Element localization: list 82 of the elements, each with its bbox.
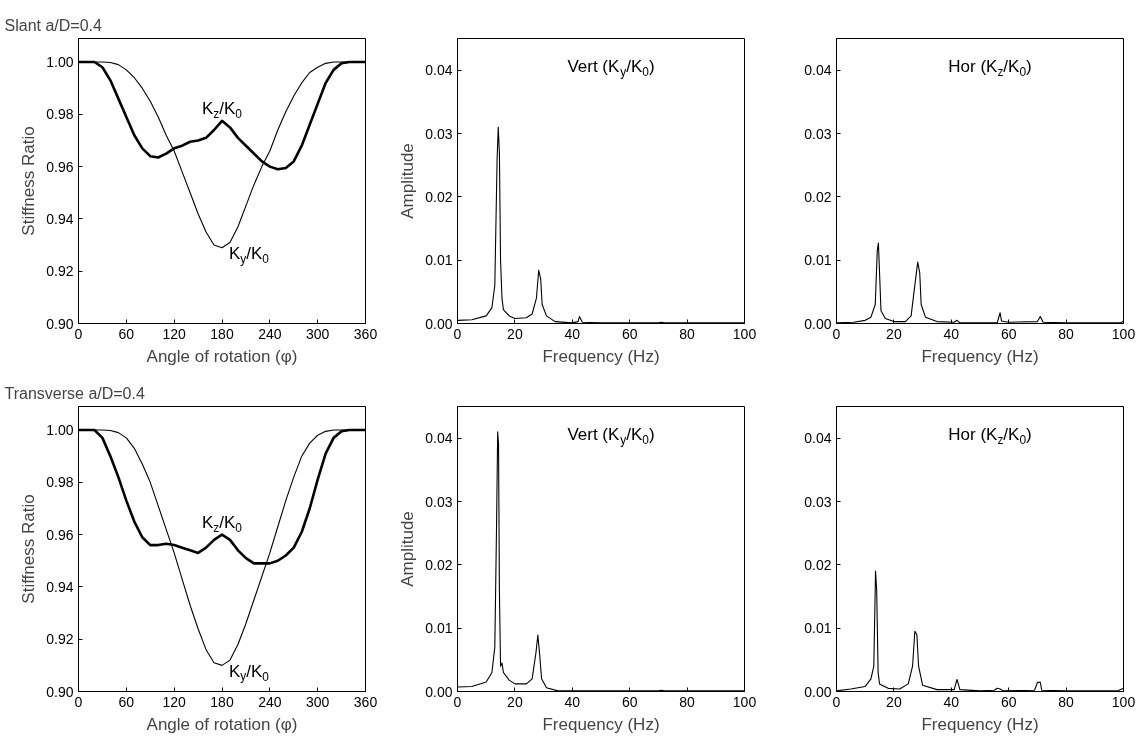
- y-tick-label: 0.90: [46, 315, 74, 332]
- y-tick-label: 0.02: [804, 556, 832, 573]
- x-axis-title: Frequency (Hz): [542, 346, 660, 366]
- y-tick-label: 0.02: [425, 188, 453, 205]
- x-tick-label: 240: [258, 693, 282, 710]
- x-tick-label: 100: [1111, 693, 1136, 710]
- y-tick-label: 0.04: [425, 430, 453, 447]
- x-tick-label: 0: [832, 325, 841, 342]
- x-tick-label: 60: [1000, 325, 1017, 342]
- y-tick-label: 0.00: [804, 683, 832, 700]
- y-tick-label: 0.98: [46, 106, 74, 123]
- x-tick-label: 20: [507, 693, 523, 710]
- y-tick-label: 0.96: [46, 526, 74, 543]
- y-tick-label: 0.00: [425, 683, 453, 700]
- y-tick-label: 0.96: [46, 158, 74, 175]
- x-tick-label: 360: [353, 693, 378, 710]
- y-tick-label: 0.92: [46, 263, 74, 280]
- y-tick-label: 0.01: [804, 620, 832, 637]
- y-tick-label: 0.94: [46, 578, 74, 595]
- x-tick-label: 20: [507, 325, 523, 342]
- y-tick-label: 0.92: [46, 631, 74, 648]
- y-tick-label: 0.04: [804, 430, 832, 447]
- y-tick-label: 1.00: [46, 422, 74, 439]
- y-tick-label: 0.00: [804, 315, 832, 332]
- x-axis-title: Angle of rotation (φ): [146, 714, 298, 734]
- x-tick-label: 80: [1058, 325, 1075, 342]
- y-tick-label: 1.00: [46, 54, 74, 71]
- x-tick-label: 120: [162, 693, 187, 710]
- x-tick-label: 80: [679, 325, 696, 342]
- y-tick-label: 0.94: [46, 210, 74, 227]
- y-axis-title: Stiffness Ratio: [19, 126, 39, 236]
- x-tick-label: 240: [258, 325, 282, 342]
- y-tick-label: 0.03: [804, 493, 832, 510]
- x-tick-label: 100: [732, 325, 757, 342]
- x-axis-title: Frequency (Hz): [921, 346, 1039, 366]
- x-tick-label: 0: [74, 325, 83, 342]
- x-tick-label: 120: [162, 325, 187, 342]
- y-tick-label: 0.03: [804, 125, 832, 142]
- x-tick-label: 180: [210, 693, 234, 710]
- x-tick-label: 20: [886, 693, 902, 710]
- y-axis-title: Stiffness Ratio: [19, 494, 39, 604]
- y-tick-label: 0.01: [804, 252, 832, 269]
- x-tick-label: 0: [74, 693, 83, 710]
- x-tick-label: 100: [1111, 325, 1136, 342]
- x-tick-label: 300: [305, 693, 330, 710]
- x-tick-label: 360: [353, 325, 378, 342]
- y-tick-label: 0.04: [425, 62, 453, 79]
- x-axis-title: Frequency (Hz): [542, 714, 660, 734]
- x-tick-label: 40: [943, 693, 960, 710]
- x-tick-label: 100: [732, 693, 757, 710]
- x-tick-label: 0: [832, 693, 841, 710]
- y-tick-label: 0.03: [425, 493, 453, 510]
- x-tick-label: 60: [118, 693, 135, 710]
- x-tick-label: 40: [943, 325, 960, 342]
- x-tick-label: 80: [679, 693, 696, 710]
- x-tick-label: 300: [305, 325, 330, 342]
- chart-title: Slant a/D=0.4: [4, 16, 102, 34]
- y-tick-label: 0.02: [804, 188, 832, 205]
- x-tick-label: 60: [621, 693, 638, 710]
- y-tick-label: 0.01: [425, 620, 453, 637]
- y-tick-label: 0.03: [425, 125, 453, 142]
- x-tick-label: 0: [453, 693, 462, 710]
- x-axis-title: Frequency (Hz): [921, 714, 1039, 734]
- y-tick-label: 0.02: [425, 556, 453, 573]
- y-axis-title: Amplitude: [398, 511, 418, 587]
- chart-title: Transverse a/D=0.4: [4, 384, 145, 402]
- y-tick-label: 0.01: [425, 252, 453, 269]
- x-tick-label: 0: [453, 325, 462, 342]
- x-tick-label: 40: [564, 325, 581, 342]
- x-axis-title: Angle of rotation (φ): [146, 346, 298, 366]
- x-tick-label: 80: [1058, 693, 1075, 710]
- y-tick-label: 0.04: [804, 62, 832, 79]
- x-tick-label: 20: [886, 325, 902, 342]
- y-axis-title: Amplitude: [398, 143, 418, 219]
- y-tick-label: 0.90: [46, 683, 74, 700]
- x-tick-label: 60: [621, 325, 638, 342]
- y-tick-label: 0.00: [425, 315, 453, 332]
- y-tick-label: 0.98: [46, 474, 74, 491]
- x-tick-label: 40: [564, 693, 581, 710]
- x-tick-label: 180: [210, 325, 234, 342]
- x-tick-label: 60: [1000, 693, 1017, 710]
- x-tick-label: 60: [118, 325, 135, 342]
